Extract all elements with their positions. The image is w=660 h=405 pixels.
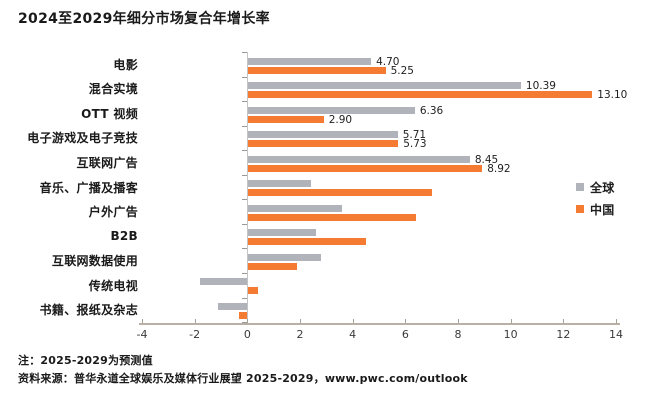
category-label: OTT 视频	[81, 106, 138, 121]
category-label: 互联网数据使用	[51, 254, 138, 269]
bar-china	[247, 213, 416, 221]
category-label: B2B	[110, 229, 138, 244]
legend-swatch-global-icon	[576, 183, 584, 191]
category-tick	[242, 199, 248, 201]
x-axis-tick	[563, 318, 565, 323]
x-axis-tick-label: 8	[454, 327, 462, 341]
chart-title: 2024至2029年细分市场复合年增长率	[18, 11, 270, 27]
x-axis-tick	[300, 318, 301, 323]
value-label-china: 5.73	[403, 138, 427, 151]
category-tick	[242, 125, 248, 127]
note-source: 资料来源：普华永道全球娱乐及媒体行业展望 2025-2029，www.pwc.c…	[18, 372, 468, 385]
bar-global	[199, 278, 248, 286]
x-axis-tick-label: 14	[609, 327, 623, 341]
bar-china	[247, 287, 258, 295]
legend: 全球 中国	[576, 176, 615, 220]
x-axis-tick	[194, 318, 196, 323]
bar-global	[247, 82, 521, 90]
bar-global	[247, 131, 398, 139]
bar-china	[247, 189, 432, 197]
x-axis-tick	[616, 318, 617, 323]
x-axis-tick	[510, 318, 512, 323]
x-axis-tick-label: 2	[296, 327, 304, 341]
value-label-china: 2.90	[328, 113, 353, 126]
legend-item-global: 全球	[576, 176, 615, 198]
x-axis-tick-label: 0	[243, 327, 251, 341]
legend-label-global: 全球	[590, 180, 615, 195]
value-label-global: 6.36	[419, 104, 444, 117]
category-tick	[242, 174, 248, 176]
category-tick	[242, 272, 248, 274]
category-tick	[242, 101, 248, 103]
bar-china	[247, 164, 483, 172]
bar-china	[247, 262, 298, 270]
bar-global	[247, 57, 372, 65]
value-label-china: 8.92	[487, 162, 511, 175]
bar-china	[247, 140, 399, 148]
x-axis-tick	[405, 318, 407, 323]
x-axis-line	[139, 322, 620, 325]
bar-global	[247, 155, 470, 163]
x-axis-tick	[247, 318, 249, 323]
category-tick	[242, 297, 248, 299]
note-forecast: 注：2025-2029为预测值	[18, 354, 153, 367]
bar-china	[247, 66, 386, 74]
footnotes: 注：2025-2029为预测值 资料来源：普华永道全球娱乐及媒体行业展望 202…	[18, 352, 468, 388]
value-label-global: 4.70	[376, 55, 400, 68]
category-label: 电影	[113, 57, 138, 72]
value-label-global: 5.71	[402, 129, 427, 142]
x-axis-tick-label: 4	[349, 327, 357, 341]
legend-item-china: 中国	[576, 198, 615, 220]
category-label: 传统电视	[88, 278, 138, 293]
x-axis-tick	[352, 318, 354, 323]
value-label-china: 5.25	[390, 64, 414, 77]
category-tick	[242, 76, 248, 78]
category-tick	[242, 223, 248, 225]
category-label: 电子游戏及电子竞技	[27, 131, 138, 146]
x-axis-tick-label: 10	[503, 327, 518, 341]
bar-global	[247, 253, 322, 261]
bar-china	[247, 115, 324, 123]
value-label-global: 10.39	[525, 80, 556, 93]
bar-china	[247, 238, 366, 246]
x-axis-tick-label: -4	[136, 327, 148, 341]
category-tick	[242, 248, 248, 250]
category-label: 互联网广告	[76, 155, 138, 170]
category-tick	[242, 150, 248, 152]
bar-global	[247, 204, 343, 212]
bar-global	[218, 303, 248, 310]
x-axis-tick	[142, 318, 143, 323]
category-label: 书籍、报纸及杂志	[39, 303, 138, 318]
x-axis-tick	[458, 318, 459, 323]
zero-axis-line	[247, 52, 249, 323]
bar-global	[247, 229, 316, 237]
bar-china	[239, 312, 248, 319]
x-axis-tick-label: -2	[189, 327, 201, 341]
legend-label-china: 中国	[590, 202, 615, 217]
bar-global	[247, 106, 415, 114]
x-axis-tick-label: 6	[401, 327, 409, 341]
category-label: 户外广告	[88, 205, 138, 220]
value-label-global: 8.45	[474, 153, 499, 166]
bar-global	[247, 180, 311, 188]
value-label-china: 13.10	[597, 89, 628, 102]
category-tick	[242, 52, 248, 53]
bar-china	[247, 91, 593, 99]
legend-swatch-china-icon	[576, 205, 584, 213]
category-label: 音乐、广播及播客	[39, 180, 138, 195]
category-label: 混合实境	[88, 82, 138, 97]
x-axis-tick-label: 12	[556, 327, 571, 341]
